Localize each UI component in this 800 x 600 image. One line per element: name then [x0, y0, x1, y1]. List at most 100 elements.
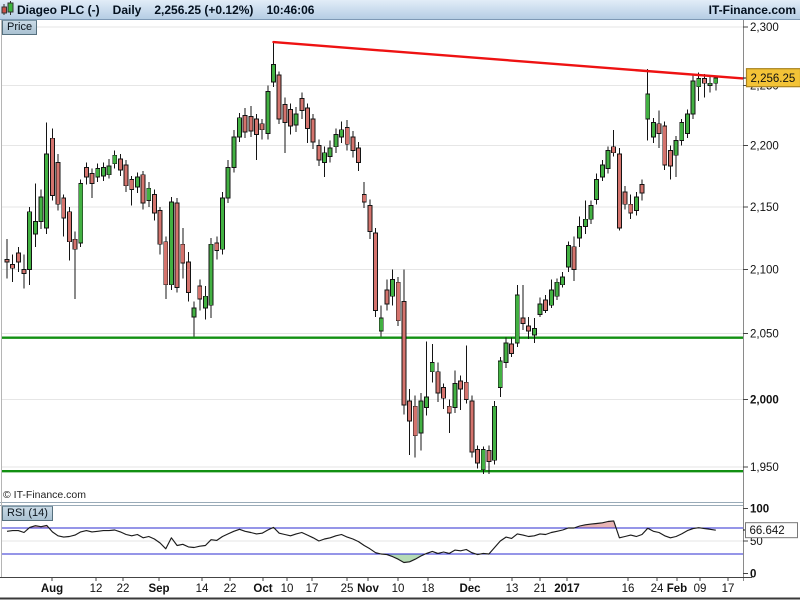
candle — [327, 147, 333, 157]
candle — [645, 93, 651, 120]
candle — [684, 113, 690, 134]
candle — [650, 122, 656, 138]
candle — [633, 196, 639, 211]
x-axis-label: 18 — [422, 583, 435, 595]
candle — [316, 145, 322, 161]
x-axis-label: 10 — [281, 583, 294, 595]
candle — [299, 98, 305, 112]
rsi-axis-label: 100 — [750, 504, 769, 516]
x-axis-label: Nov — [357, 583, 379, 595]
copyright-label: © IT-Finance.com — [3, 489, 87, 501]
candle — [537, 303, 543, 315]
candle — [543, 299, 549, 311]
candle — [202, 295, 208, 309]
candle — [713, 77, 719, 84]
x-axis-label: 10 — [392, 583, 405, 595]
candle — [282, 104, 288, 124]
candle — [4, 258, 10, 263]
candle — [44, 153, 50, 229]
x-axis-label: Aug — [41, 583, 63, 595]
x-axis-label: 21 — [534, 583, 547, 595]
candle — [27, 211, 33, 270]
candle — [117, 158, 123, 171]
candle — [526, 325, 532, 332]
candle — [10, 263, 16, 269]
candle — [214, 242, 220, 251]
candle — [514, 294, 520, 344]
brand-label: IT-Finance.com — [708, 2, 796, 17]
candle — [588, 205, 594, 220]
y-axis-label: 2,200 — [750, 140, 779, 152]
candle — [361, 193, 367, 203]
candle — [276, 74, 282, 120]
candle — [390, 279, 396, 297]
candle — [254, 118, 259, 136]
candle — [197, 285, 203, 300]
current-price-label-box — [745, 68, 800, 88]
x-axis-label: Sep — [148, 583, 169, 595]
candle — [480, 448, 486, 471]
candle — [452, 383, 458, 409]
candle — [21, 269, 27, 274]
candle — [333, 134, 339, 148]
candle — [656, 123, 662, 134]
candle — [497, 360, 503, 389]
candle — [458, 380, 464, 390]
candle — [616, 153, 622, 229]
candle — [78, 182, 84, 244]
candle — [412, 405, 418, 437]
candle — [418, 400, 424, 434]
candle — [407, 400, 413, 422]
candle — [242, 114, 248, 133]
candle — [401, 300, 407, 406]
tab-rsi[interactable]: RSI (14) — [2, 506, 53, 521]
x-axis-label: 2017 — [554, 583, 580, 595]
y-axis-label: 2,000 — [750, 395, 779, 407]
candle — [259, 123, 265, 131]
candle — [639, 184, 645, 194]
candle — [237, 117, 242, 138]
candle — [100, 166, 106, 177]
candle — [554, 281, 560, 297]
candle — [123, 164, 129, 187]
candle — [673, 140, 679, 156]
candle — [89, 173, 95, 184]
x-axis-label: 22 — [224, 583, 237, 595]
candle — [690, 80, 696, 115]
candle — [339, 129, 344, 138]
candle — [441, 387, 447, 399]
candle — [701, 78, 707, 84]
candle — [611, 146, 617, 154]
candle — [622, 191, 628, 205]
tab-price[interactable]: Price — [2, 20, 38, 35]
candle — [520, 317, 526, 324]
candle — [225, 166, 231, 199]
candle — [384, 289, 390, 305]
candle — [565, 245, 571, 268]
candle — [185, 261, 191, 293]
candle — [463, 381, 469, 401]
candle — [106, 165, 112, 176]
rsi-line — [6, 520, 716, 564]
candle — [509, 343, 515, 354]
candle — [49, 137, 55, 197]
quote-label: 2,256.25 (+0.12%) — [154, 2, 254, 17]
candle — [288, 108, 293, 127]
candle — [628, 203, 634, 214]
candle — [140, 174, 146, 204]
candle — [667, 149, 673, 167]
x-axis-label: Dec — [459, 583, 481, 595]
candle — [582, 218, 588, 228]
candle — [503, 342, 509, 363]
candle — [310, 118, 316, 143]
current-price-label: 2,256.25 — [751, 73, 796, 85]
candle — [61, 197, 67, 219]
x-axis-label: Oct — [253, 583, 272, 595]
candle — [208, 243, 214, 306]
x-axis-label: 12 — [90, 583, 103, 595]
candle — [696, 78, 702, 88]
candle — [180, 243, 186, 264]
candle — [151, 193, 157, 214]
candle — [174, 202, 180, 288]
